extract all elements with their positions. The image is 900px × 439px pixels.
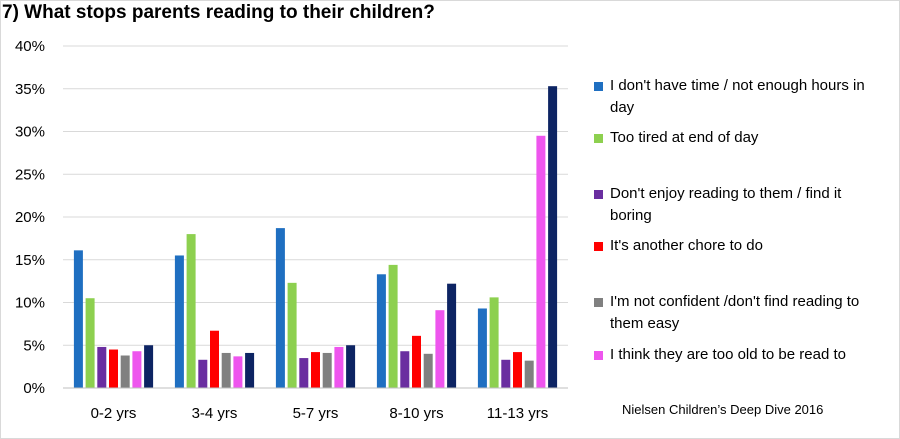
y-tick-label: 30% [15,124,45,141]
bar [423,353,433,388]
legend-label: I think they are too old to be read to [610,346,846,363]
bar [132,351,142,388]
bar [513,352,522,388]
bar [548,86,558,388]
legend-swatch [594,134,603,143]
legend-label: I'm not confident /don't find reading to… [610,293,860,332]
bar [174,255,184,388]
y-tick-label: 35% [15,81,45,98]
bar [73,250,83,388]
bar [109,349,118,388]
bar [447,283,457,388]
x-category-label: 8-10 yrs [389,405,443,422]
legend-label: Don't enjoy reading to them / find it bo… [610,185,842,224]
bar [210,330,219,388]
x-category-label: 11-13 yrs [487,405,548,422]
bar [412,335,421,388]
legend-swatch [594,298,603,307]
y-tick-label: 20% [15,209,45,226]
bar [388,264,398,388]
legend-label: I don't have time / not enough hours in … [610,77,865,116]
legend-swatch [594,190,603,199]
bar [322,352,332,388]
bar [299,358,309,388]
bar [334,346,344,388]
legend-label: Too tired at end of day [610,129,759,146]
y-tick-label: 40% [15,38,45,55]
bar [233,356,243,388]
bar [245,352,255,388]
y-tick-label: 0% [23,380,45,397]
source-note: Nielsen Children’s Deep Dive 2016 [622,402,824,417]
bar [144,345,154,388]
legend-label: It's another chore to do [610,237,763,254]
bar [186,234,196,388]
bar [346,345,356,388]
bar [501,359,511,388]
bar [311,352,320,388]
x-category-label: 5-7 yrs [293,405,339,422]
bar [524,360,534,388]
bar [97,346,107,388]
legend-swatch [594,351,603,360]
y-tick-label: 15% [15,252,45,269]
legend-swatch [594,82,603,91]
bar [275,228,285,388]
bar [477,308,487,388]
y-tick-label: 10% [15,295,45,312]
y-tick-label: 5% [23,337,45,354]
legend-swatch [594,242,603,251]
bar [198,359,208,388]
bar [400,351,410,388]
bar [85,298,95,388]
bar [489,297,499,388]
x-category-label: 3-4 yrs [192,405,238,422]
bar [435,310,445,388]
bar [376,274,386,388]
bar [221,352,231,388]
x-category-label: 0-2 yrs [91,405,137,422]
bar [120,355,130,388]
bar [287,282,297,388]
chart-title: 7) What stops parents reading to their c… [2,2,435,23]
bar [536,135,546,388]
y-tick-label: 25% [15,166,45,183]
